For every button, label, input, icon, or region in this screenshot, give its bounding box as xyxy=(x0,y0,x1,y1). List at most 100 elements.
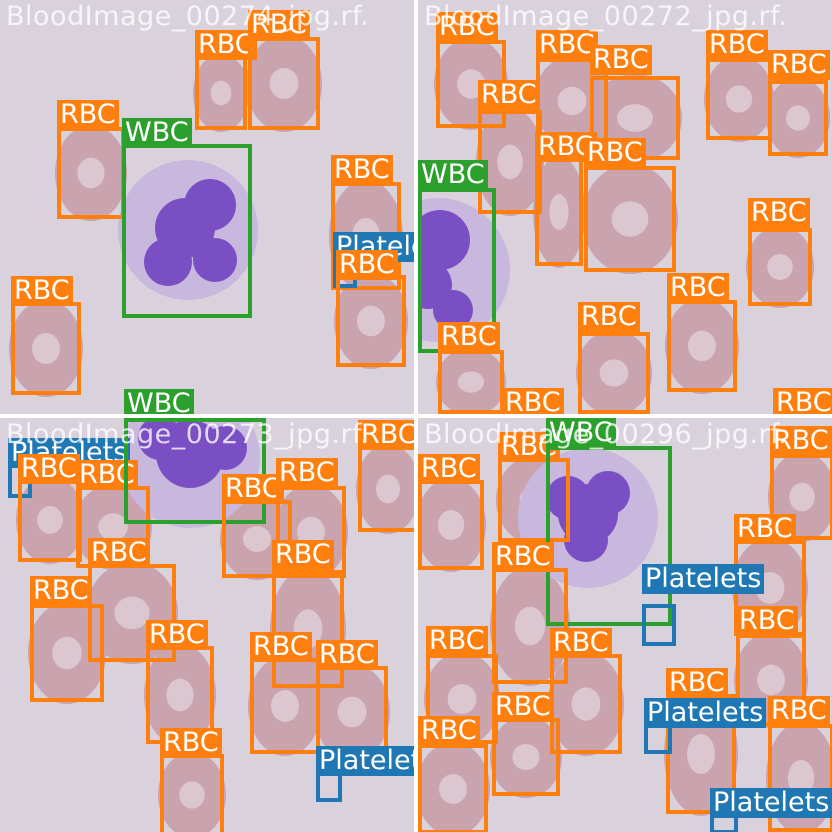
wbc-nucleus-lobe xyxy=(184,179,236,231)
red-blood-cell-center xyxy=(297,516,325,548)
red-blood-cell-center xyxy=(767,254,793,280)
rbc-label: RBC xyxy=(222,474,284,504)
red-blood-cell-center xyxy=(210,80,232,106)
red-blood-cell-center xyxy=(549,194,569,230)
red-blood-cell-center xyxy=(687,734,715,774)
rbc-bounding-box xyxy=(358,446,414,532)
rbc-bounding-box xyxy=(768,80,828,156)
rbc-label: RBC xyxy=(30,576,92,606)
red-blood-cell-center xyxy=(571,687,601,721)
rbc-label: RBC xyxy=(770,426,832,456)
wbc-bounding-box xyxy=(546,446,672,626)
wbc-bounding-box xyxy=(124,418,266,524)
rbc-bounding-box xyxy=(418,480,484,570)
rbc-label: RBC xyxy=(734,514,796,544)
wbc-label: WBC xyxy=(124,418,194,422)
rbc-label: RBC xyxy=(536,30,598,60)
red-blood-cell-center xyxy=(437,510,465,540)
rbc-bounding-box xyxy=(667,300,737,392)
rbc-bounding-box xyxy=(768,724,832,832)
rbc-label: RBC xyxy=(88,538,150,568)
wbc-nucleus-lobe xyxy=(433,290,473,330)
tile-bottom-right: RBC RBC WBC RBC RBC RBC Platelets RBC RBC RBC RBC R… xyxy=(418,418,832,832)
wbc-label: WBC xyxy=(418,160,488,190)
red-blood-cell-center xyxy=(114,596,150,630)
rbc-label: RBC xyxy=(736,606,798,636)
red-blood-cell-center xyxy=(271,690,299,722)
rbc-label: RBC xyxy=(331,155,393,185)
rbc-bounding-box xyxy=(550,654,622,754)
red-blood-cell-center xyxy=(789,482,815,512)
rbc-label: RBC xyxy=(426,626,488,656)
blood-smear-image xyxy=(0,0,414,414)
rbc-label: RBC xyxy=(160,728,222,758)
red-blood-cell-center xyxy=(617,104,653,132)
image-filename: BloodImage_00273_jpg.rf. xyxy=(6,419,370,450)
wbc-nucleus-lobe xyxy=(203,426,247,470)
rbc-bounding-box xyxy=(30,604,104,702)
rbc-label: RBC xyxy=(590,45,652,75)
rbc-label: RBC xyxy=(146,620,208,650)
rbc-bounding-box xyxy=(492,718,560,796)
image-filename: BloodImage_00272_jpg.rf. xyxy=(424,1,788,32)
platelets-bounding-box xyxy=(316,772,342,802)
rbc-label: RBC xyxy=(195,30,257,60)
rbc-label: RBC xyxy=(768,50,830,80)
red-blood-cell-center xyxy=(439,774,467,804)
rbc-bounding-box xyxy=(748,228,812,306)
wbc-label: WBC xyxy=(122,118,192,148)
red-blood-cell-center xyxy=(757,664,785,696)
rbc-bounding-box xyxy=(18,478,82,562)
rbc-bounding-box xyxy=(535,158,583,266)
rbc-bounding-box xyxy=(706,58,772,140)
wbc-nucleus-lobe xyxy=(418,210,470,270)
rbc-label: RBC xyxy=(667,273,729,303)
rbc-label: RBC xyxy=(492,542,554,572)
rbc-label: RBC xyxy=(748,198,810,228)
tile-bottom-left: PlateletsRBCRBCWBCRBCRBCRBCRBCRBCRBCRBCR… xyxy=(0,418,414,832)
rbc-label: RBC xyxy=(436,12,498,42)
rbc-label: RBC xyxy=(438,322,500,352)
rbc-label: RBC xyxy=(57,100,119,130)
rbc-label: RBC xyxy=(492,692,554,722)
tile-top-left: RBCRBCRBCWBCRBCPlateletsRBCRBCWBC BloodI… xyxy=(0,0,414,414)
rbc-label: RBC xyxy=(706,30,768,60)
red-blood-cell-center xyxy=(32,333,60,364)
red-blood-cell-center xyxy=(725,85,753,113)
rbc-bounding-box xyxy=(276,486,346,578)
red-blood-cell-center xyxy=(497,144,523,180)
rbc-bounding-box xyxy=(195,56,247,130)
wbc-label: WBC xyxy=(124,389,194,414)
rbc-label: RBC xyxy=(502,388,564,414)
wbc-label: WBC xyxy=(546,418,616,448)
wbc-nucleus-lobe xyxy=(586,471,630,515)
rbc-bounding-box xyxy=(250,658,320,754)
wbc-bounding-box xyxy=(122,144,252,318)
red-blood-cell-center xyxy=(337,696,367,728)
rbc-bounding-box xyxy=(272,570,344,688)
rbc-label: RBC xyxy=(773,388,832,414)
platelets-bounding-box xyxy=(642,604,676,646)
rbc-label: RBC xyxy=(11,276,73,306)
wbc-nucleus-lobe xyxy=(564,518,608,562)
rbc-bounding-box xyxy=(438,350,504,414)
rbc-label: RBC xyxy=(666,668,728,698)
red-blood-cell-center xyxy=(52,636,82,670)
rbc-bounding-box xyxy=(418,744,488,832)
red-blood-cell-center xyxy=(269,68,299,99)
rbc-label: RBC xyxy=(272,540,334,570)
tile-top-right: RBC RBC RBC RBC RBC RBC RBC RBC WBC RBC RBC RBC RBC R… xyxy=(418,0,832,414)
rbc-bounding-box xyxy=(578,332,650,414)
rbc-label: RBC xyxy=(250,632,312,662)
image-filename: BloodImage_00296_jpg.rf. xyxy=(424,419,788,450)
rbc-bounding-box xyxy=(57,127,125,219)
rbc-label: RBC xyxy=(584,138,646,168)
red-blood-cell-center xyxy=(77,157,105,189)
platelets-label: Platelets xyxy=(316,746,414,776)
red-blood-cell-center xyxy=(357,305,385,337)
rbc-label: RBC xyxy=(418,454,480,484)
wbc-nucleus-lobe xyxy=(138,418,182,460)
red-blood-cell-center xyxy=(512,744,540,770)
red-blood-cell-center xyxy=(447,684,477,714)
